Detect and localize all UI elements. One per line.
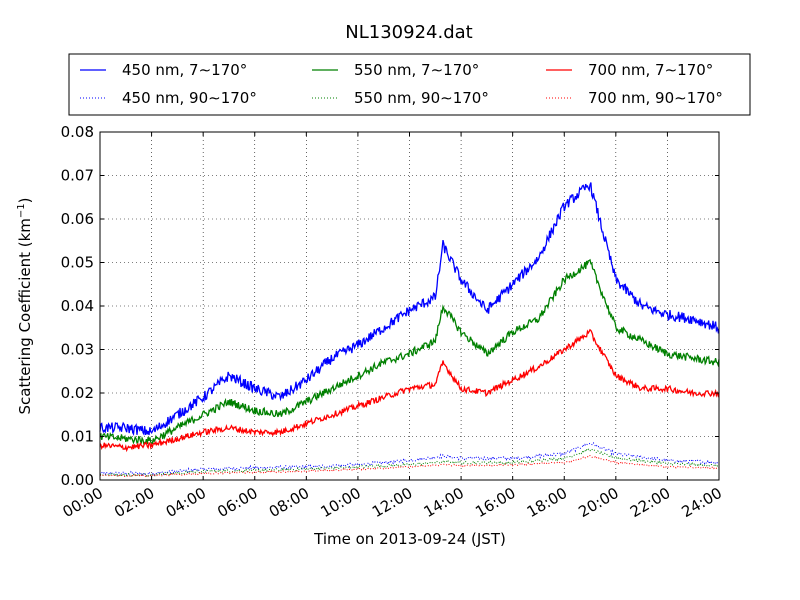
y-tick-label: 0.06 [61, 210, 94, 228]
y-axis-label-superscript: −1 [16, 203, 27, 218]
y-axis-label-text: Scattering Coefficient (km [16, 218, 34, 414]
legend-label-5: 700 nm, 90∼170° [588, 89, 723, 107]
series-line-2 [99, 258, 720, 446]
y-tick-labels: 0.00 0.01 0.02 0.03 0.04 0.05 0.06 0.07 0.08 [61, 123, 94, 489]
legend-label-0: 450 nm, 7∼170° [122, 61, 247, 79]
legend-label-3: 550 nm, 90∼170° [354, 89, 489, 107]
y-tick-label: 0.00 [61, 471, 94, 489]
y-tick-label: 0.05 [61, 254, 94, 272]
chart-title: NL130924.dat [345, 22, 472, 43]
series-line-1 [99, 442, 720, 477]
y-tick-label: 0.01 [61, 428, 94, 446]
legend: 450 nm, 7∼170° 450 nm, 90∼170° 550 nm, 7∼1… [68, 53, 751, 116]
x-axis-label: Time on 2013-09-24 (JST) [313, 530, 506, 548]
legend-label-4: 700 nm, 7∼170° [588, 61, 713, 79]
y-axis-label: Scattering Coefficient (km−1) [16, 197, 34, 414]
series-layer [99, 182, 720, 478]
y-tick-label: 0.04 [61, 297, 94, 315]
y-axis-label-suffix: ) [16, 197, 34, 203]
series-line-4 [99, 328, 720, 453]
series-line-3 [99, 448, 720, 478]
axis-ticks [99, 131, 720, 481]
y-tick-label: 0.08 [61, 123, 94, 141]
series-line-0 [99, 182, 720, 437]
y-tick-label: 0.03 [61, 341, 94, 359]
y-tick-label: 0.07 [61, 167, 94, 185]
legend-box [68, 53, 751, 116]
y-tick-label: 0.02 [61, 384, 94, 402]
legend-label-1: 450 nm, 90∼170° [122, 89, 257, 107]
legend-label-2: 550 nm, 7∼170° [354, 61, 479, 79]
